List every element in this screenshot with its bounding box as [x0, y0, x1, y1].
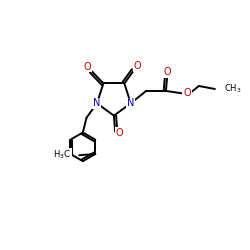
Text: O: O [134, 61, 141, 71]
Text: N: N [127, 98, 134, 108]
Text: O: O [116, 128, 123, 138]
Text: N: N [93, 98, 101, 108]
Text: H$_3$C: H$_3$C [53, 149, 71, 162]
Text: O: O [163, 67, 171, 77]
Text: O: O [183, 88, 191, 98]
Text: CH$_3$: CH$_3$ [224, 83, 242, 95]
Text: O: O [84, 62, 92, 72]
